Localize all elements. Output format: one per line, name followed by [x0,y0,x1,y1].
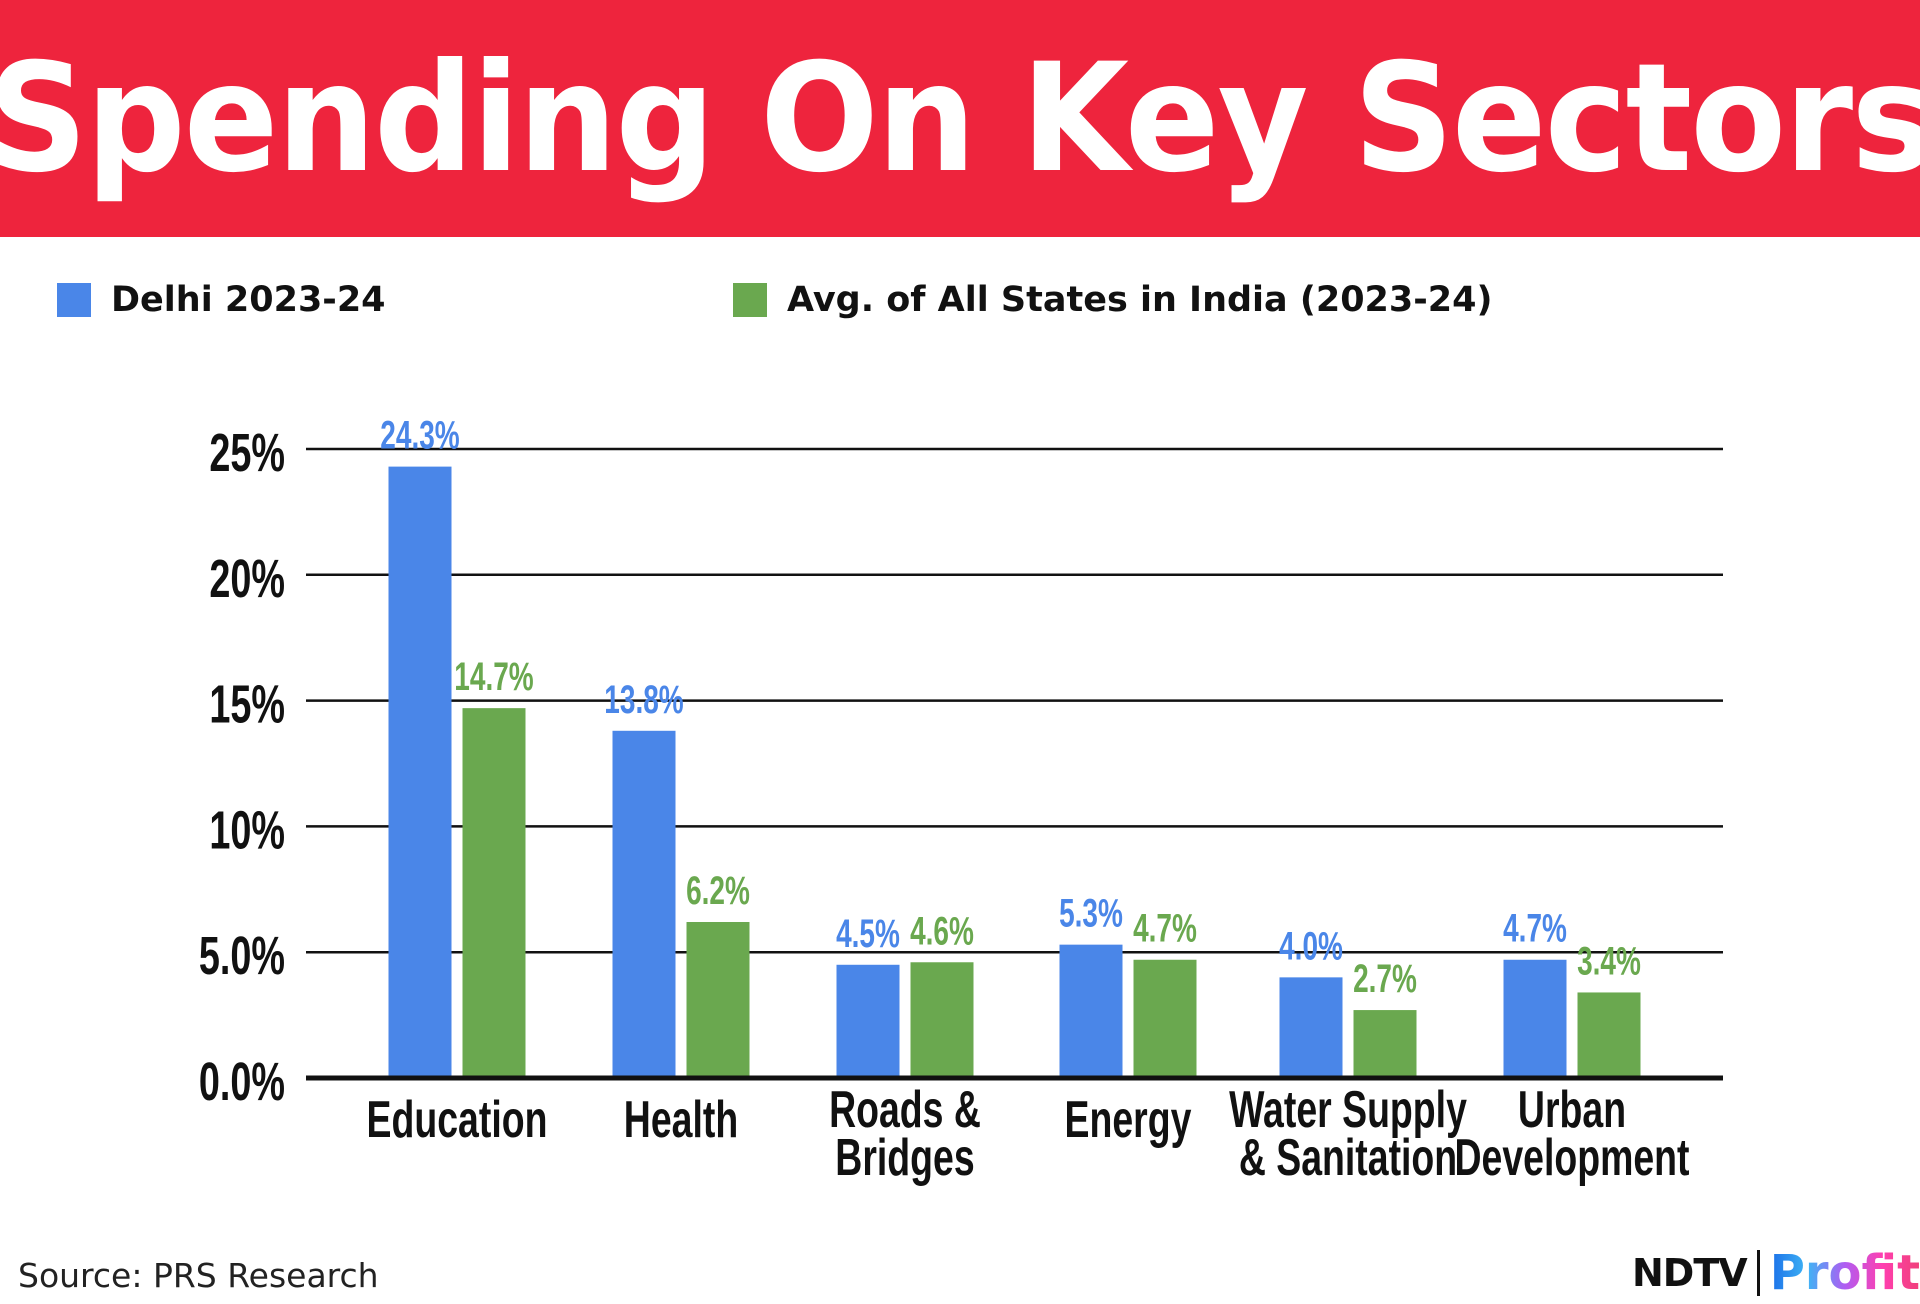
x-category-label: Energy [1065,1090,1192,1149]
x-category-label: Development [1454,1128,1689,1187]
x-category-label: & Sanitation [1239,1128,1457,1187]
data-label: 3.4% [1577,940,1641,984]
bar-delhi [1503,959,1567,1078]
y-tick-label: 10% [209,800,285,860]
bar-avg [1353,1010,1417,1078]
x-category-label: Health [624,1090,738,1149]
title-banner: Spending On Key Sectors [0,0,1920,237]
y-tick-label: 25% [209,422,285,482]
legend-item-delhi: Delhi 2023-24 [57,280,386,320]
bar-delhi [1279,977,1343,1078]
bar-avg [910,962,974,1078]
y-tick-label: 15% [209,674,285,734]
y-tick-label: 0.0% [199,1051,285,1111]
logo-profit: Profit [1769,1245,1920,1301]
data-label: 4.7% [1133,907,1197,951]
ndtv-profit-logo: NDTV Profit [1632,1245,1920,1301]
bar-avg [462,708,526,1078]
data-label: 13.8% [604,678,683,722]
data-label: 4.5% [836,912,900,956]
y-tick-label: 20% [209,548,285,608]
legend-swatch-avg [733,283,767,317]
bar-avg [686,922,750,1078]
bar-avg [1133,959,1197,1078]
data-label: 5.3% [1059,892,1123,936]
legend-label-avg: Avg. of All States in India (2023-24) [787,280,1493,320]
legend-label-delhi: Delhi 2023-24 [111,280,386,320]
bar-delhi [612,730,676,1078]
data-label: 2.7% [1353,957,1417,1001]
x-category-label: Roads & [829,1080,981,1139]
chart-title: Spending On Key Sectors [0,31,1920,206]
bar-delhi [388,466,452,1078]
legend-item-avg: Avg. of All States in India (2023-24) [733,280,1493,320]
legend-swatch-delhi [57,283,91,317]
logo-ndtv: NDTV [1632,1251,1748,1295]
x-category-label: Water Supply [1229,1080,1467,1139]
x-category-label: Urban [1518,1080,1626,1139]
x-category-label: Education [367,1090,548,1149]
data-label: 4.7% [1503,907,1567,951]
data-label: 4.0% [1279,925,1343,969]
bar-delhi [836,964,900,1078]
x-category-label: Bridges [835,1128,974,1187]
data-label: 24.3% [380,414,459,458]
bar-avg [1577,992,1641,1078]
logo-divider [1756,1250,1760,1296]
y-tick-label: 5.0% [199,926,285,986]
bar-chart: 0.0% 5.0% 10% 15% 20% 25% 24.3% 14.7% Education 1… [199,414,1723,1187]
data-label: 4.6% [910,910,974,954]
data-label: 6.2% [686,869,750,913]
bar-delhi [1059,944,1123,1078]
source-note: Source: PRS Research [18,1256,379,1295]
data-label: 14.7% [454,655,533,699]
